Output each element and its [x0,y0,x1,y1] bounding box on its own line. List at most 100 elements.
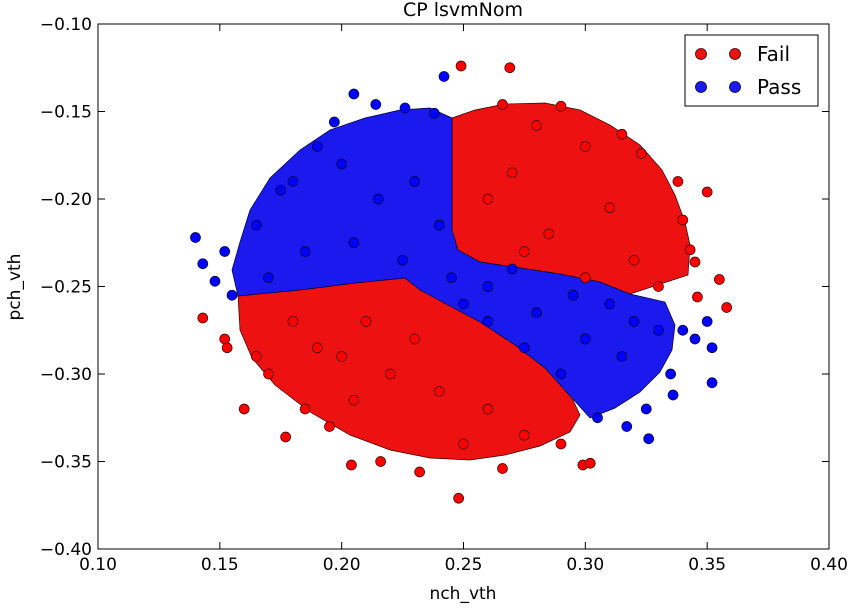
axis-ticks: 0.10 0.15 0.20 0.25 0.30 0.35 0.40 −0.10 −0.15 −0… [40,15,848,575]
point-fail [555,100,567,112]
point-pass [329,116,340,128]
point-fail [504,62,516,74]
point-fail [616,128,628,140]
point-fail [219,333,231,345]
point-fail [385,368,396,380]
point-pass [263,272,274,284]
point-pass [628,316,640,327]
point-fail [346,459,357,471]
point-fail [375,456,387,467]
point-pass [275,184,287,196]
point-pass [665,368,676,380]
x-tick-label: 0.20 [323,555,361,575]
point-fail [433,386,445,397]
point-pass [701,316,713,327]
x-tick-label: 0.40 [810,555,848,575]
point-fail [672,176,684,187]
point-pass [555,368,567,380]
point-fail [482,193,494,205]
point-fail [701,186,713,198]
point-fail [287,316,299,327]
x-tick-label: 0.25 [445,555,483,575]
point-pass [348,237,360,249]
point-pass [604,298,616,310]
chart-title: CP lsvmNom [403,0,523,21]
point-fail [543,228,555,240]
point-fail [506,167,518,179]
x-tick-label: 0.10 [79,555,117,575]
point-fail [251,351,262,362]
point-fail [628,254,640,266]
point-pass [506,263,518,275]
y-tick-label: −0.35 [40,453,92,473]
point-fail [360,316,372,327]
x-axis-label: nch_vth [430,584,497,604]
x-tick-label: 0.30 [566,555,604,575]
point-fail [453,492,464,504]
point-pass [299,246,311,257]
point-pass [621,421,633,432]
point-fail [455,60,467,72]
point-pass [397,254,408,266]
point-pass [706,377,718,389]
point-fail [677,214,689,226]
point-fail [311,342,323,354]
point-pass [567,289,579,301]
point-fail [713,274,725,285]
point-pass [616,351,628,362]
point-pass [190,232,201,243]
y-tick-label: −0.20 [40,190,92,210]
point-fail [684,244,696,256]
y-axis-label: pch_vth [5,254,25,321]
point-pass [445,272,457,284]
point-fail [636,148,647,159]
point-pass [531,307,542,319]
point-pass [428,107,440,119]
point-fail [348,394,360,406]
point-pass [482,316,494,327]
point-pass [409,176,421,187]
point-pass [311,141,323,152]
legend-box [684,34,819,107]
point-fail [336,351,348,362]
point-pass [372,193,384,205]
point-fail [497,463,508,474]
point-pass [370,99,382,110]
point-fail [238,403,250,415]
y-tick-label: −0.40 [40,540,92,560]
pass-region [231,107,676,419]
y-tick-label: −0.30 [40,365,92,385]
point-fail [579,141,591,152]
point-pass [653,324,664,336]
point-fail [324,421,335,432]
point-pass [706,342,718,354]
legend-fail-marker-1 [695,48,707,60]
point-fail [409,333,421,345]
point-fail [221,342,233,354]
point-fail [519,429,530,441]
point-fail [197,312,209,324]
point-fail [497,99,508,110]
point-pass [438,71,450,82]
point-pass [433,219,445,231]
point-fail [579,272,591,284]
point-fail [584,457,596,469]
point-pass [519,342,530,354]
legend-pass-label: Pass [757,75,801,99]
data-points [190,60,733,504]
point-fail [482,403,494,415]
point-fail [721,302,733,313]
point-fail [689,256,701,268]
point-pass [287,176,299,187]
point-pass [336,158,348,170]
x-tick-label: 0.35 [688,555,726,575]
point-pass [458,298,469,310]
y-tick-label: −0.15 [40,103,92,123]
point-pass [640,403,652,415]
point-pass [667,389,679,401]
y-tick-label: −0.10 [40,15,92,35]
point-fail [653,281,664,292]
class-regions [231,102,691,461]
point-pass [689,333,701,345]
